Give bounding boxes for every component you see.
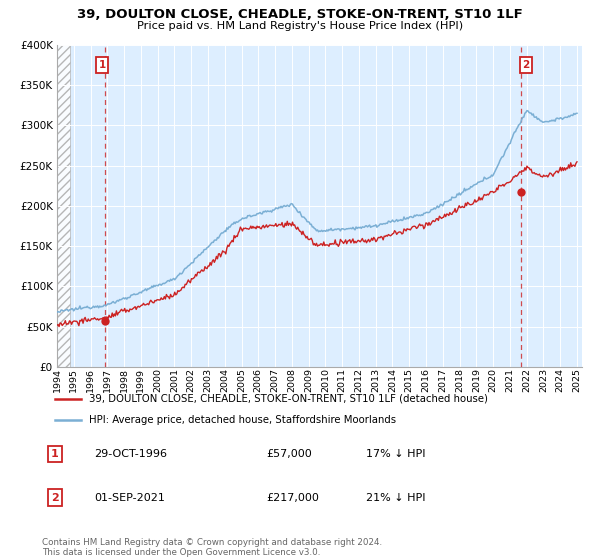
Text: £57,000: £57,000 [266,449,312,459]
Text: 17% ↓ HPI: 17% ↓ HPI [365,449,425,459]
Text: HPI: Average price, detached house, Staffordshire Moorlands: HPI: Average price, detached house, Staf… [89,415,396,425]
Text: Price paid vs. HM Land Registry's House Price Index (HPI): Price paid vs. HM Land Registry's House … [137,21,463,31]
Text: £217,000: £217,000 [266,493,319,502]
Text: Contains HM Land Registry data © Crown copyright and database right 2024.
This d: Contains HM Land Registry data © Crown c… [42,538,382,557]
Text: 39, DOULTON CLOSE, CHEADLE, STOKE-ON-TRENT, ST10 1LF: 39, DOULTON CLOSE, CHEADLE, STOKE-ON-TRE… [77,8,523,21]
Text: 29-OCT-1996: 29-OCT-1996 [94,449,167,459]
Text: 1: 1 [51,449,59,459]
Text: 39, DOULTON CLOSE, CHEADLE, STOKE-ON-TRENT, ST10 1LF (detached house): 39, DOULTON CLOSE, CHEADLE, STOKE-ON-TRE… [89,394,488,404]
Text: 2: 2 [523,60,530,70]
Text: 21% ↓ HPI: 21% ↓ HPI [365,493,425,502]
Text: 01-SEP-2021: 01-SEP-2021 [94,493,165,502]
Bar [57,45,69,367]
Text: 1: 1 [98,60,106,70]
Text: 2: 2 [51,493,59,502]
